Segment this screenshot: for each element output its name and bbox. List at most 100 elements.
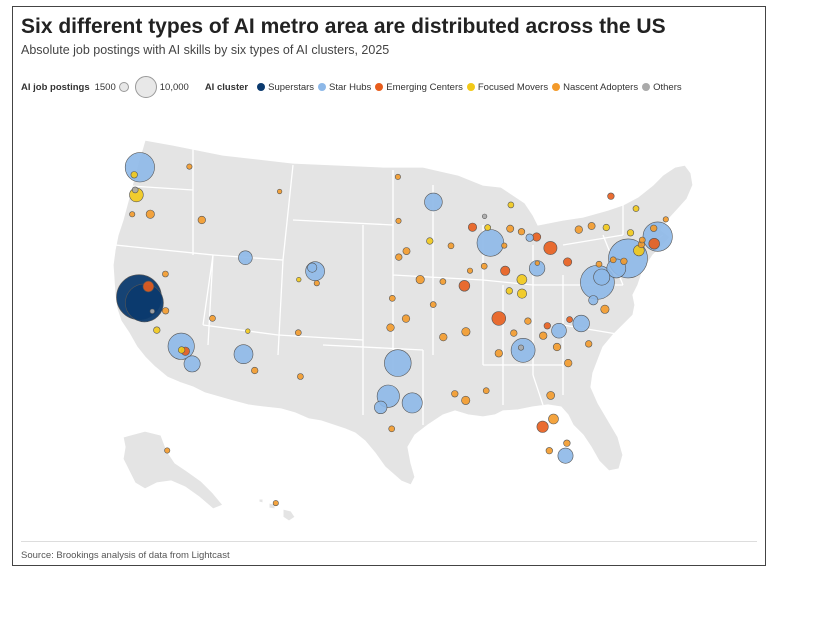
map-title: Six different types of AI metro area are… bbox=[21, 15, 666, 38]
legend-label-nascent-adopters: Nascent Adopters bbox=[563, 81, 639, 93]
metro-bubble-nascent bbox=[482, 387, 490, 395]
metro-bubble-nascent bbox=[545, 447, 553, 455]
metro-bubble-star_hubs bbox=[183, 355, 201, 373]
metro-bubble-star_hubs bbox=[238, 250, 253, 265]
metro-bubble-others bbox=[517, 344, 524, 351]
contiguous-us-shape bbox=[112, 139, 694, 486]
metro-bubble-focused bbox=[177, 346, 186, 354]
metro-bubble-nascent bbox=[277, 188, 283, 195]
metro-bubble-nascent bbox=[388, 295, 396, 302]
metro-bubble-emerging bbox=[563, 257, 573, 267]
metro-bubble-nascent bbox=[574, 225, 583, 234]
metro-bubble-nascent bbox=[402, 247, 411, 255]
metro-bubble-nascent bbox=[295, 329, 302, 336]
metro-bubble-nascent bbox=[461, 327, 471, 337]
metro-bubble-nascent bbox=[517, 228, 526, 236]
legend-swatch-focused-movers bbox=[466, 83, 475, 91]
metro-bubble-nascent bbox=[197, 215, 206, 225]
metro-bubble-nascent bbox=[209, 315, 216, 322]
metro-bubble-nascent bbox=[297, 373, 304, 380]
metro-bubble-nascent bbox=[415, 275, 425, 285]
map-card: Six different types of AI metro area are… bbox=[12, 6, 766, 566]
metro-bubble-star_hubs bbox=[593, 268, 611, 286]
metro-bubble-nascent bbox=[439, 278, 447, 285]
metro-bubble-emerging bbox=[491, 311, 506, 326]
legend-label-focused-movers: Focused Movers bbox=[477, 81, 549, 93]
cluster-legend-label: AI cluster bbox=[204, 81, 249, 93]
size-legend-large-circle bbox=[134, 76, 157, 98]
metro-bubble-focused bbox=[484, 224, 492, 231]
metro-bubble-emerging bbox=[543, 241, 558, 255]
map-legend: AI job postings 1500 10,000 AI cluster S… bbox=[21, 76, 682, 98]
metro-bubble-star_hubs bbox=[510, 338, 536, 363]
metro-bubble-nascent bbox=[494, 349, 503, 358]
legend-label-emerging-centers: Emerging Centers bbox=[386, 81, 463, 93]
metro-bubble-focused bbox=[516, 288, 527, 299]
metro-bubble-star_hubs bbox=[588, 295, 599, 306]
metro-bubble-emerging bbox=[536, 420, 549, 433]
metro-bubble-nascent bbox=[162, 270, 169, 278]
us-metro-map bbox=[112, 139, 694, 522]
legend-swatch-nascent-adopters bbox=[552, 83, 561, 91]
metro-bubble-star_hubs bbox=[167, 332, 195, 360]
size-legend-label: AI job postings bbox=[21, 81, 90, 93]
metro-bubble-nascent bbox=[662, 216, 669, 223]
metro-bubble-focused bbox=[426, 237, 434, 245]
metro-bubble-nascent bbox=[186, 163, 193, 170]
metro-bubble-nascent bbox=[272, 500, 279, 507]
metro-bubble-nascent bbox=[439, 333, 448, 342]
metro-bubble-star_hubs bbox=[401, 392, 423, 414]
size-legend-small-value: 1500 bbox=[94, 81, 116, 93]
metro-bubble-star_hubs bbox=[307, 262, 318, 273]
metro-bubble-nascent bbox=[429, 301, 437, 308]
metro-bubble-star_hubs bbox=[572, 314, 590, 333]
metro-bubble-nascent bbox=[129, 211, 136, 218]
metro-bubble-nascent bbox=[394, 173, 401, 180]
legend-swatch-star-hubs bbox=[318, 83, 327, 91]
metro-bubble-nascent bbox=[395, 217, 402, 224]
metro-bubble-nascent bbox=[638, 236, 646, 244]
metro-bubble-star_hubs bbox=[525, 233, 534, 242]
metro-bubble-emerging bbox=[648, 237, 660, 250]
metro-bubble-nascent bbox=[164, 447, 171, 454]
metro-bubble-nascent bbox=[501, 242, 508, 249]
metro-bubble-nascent bbox=[461, 395, 471, 405]
metro-bubble-emerging bbox=[566, 316, 573, 323]
metro-bubble-nascent bbox=[609, 256, 617, 264]
metro-bubble-emerging bbox=[142, 280, 155, 293]
size-legend-large-value: 10,000 bbox=[159, 81, 189, 93]
metro-bubble-nascent bbox=[563, 439, 571, 447]
metro-bubble-nascent bbox=[585, 340, 593, 348]
metro-bubble-focused bbox=[130, 171, 138, 179]
metro-bubble-nascent bbox=[620, 257, 628, 265]
metro-bubble-nascent bbox=[548, 413, 559, 425]
metro-bubble-nascent bbox=[534, 260, 540, 266]
metro-bubble-nascent bbox=[546, 391, 556, 400]
metro-bubble-nascent bbox=[650, 224, 658, 232]
metro-bubble-nascent bbox=[510, 329, 518, 337]
alaska-shape bbox=[122, 430, 224, 510]
legend-label-star-hubs: Star Hubs bbox=[329, 81, 372, 93]
metro-bubble-star_hubs bbox=[124, 152, 155, 183]
metro-bubble-nascent bbox=[388, 425, 396, 433]
metro-bubble-star_hubs bbox=[424, 192, 443, 212]
metro-bubble-nascent bbox=[539, 331, 548, 340]
source-note: Source: Brookings analysis of data from … bbox=[21, 550, 230, 561]
legend-label-superstars: Superstars bbox=[268, 81, 315, 93]
metro-bubble-emerging bbox=[500, 265, 511, 276]
metro-bubble-nascent bbox=[552, 342, 562, 352]
us-land bbox=[112, 139, 694, 522]
metro-bubble-emerging bbox=[467, 222, 477, 232]
metro-bubble-star_hubs bbox=[374, 400, 388, 415]
metro-bubble-focused bbox=[626, 229, 635, 237]
metro-bubble-nascent bbox=[401, 314, 411, 323]
metro-bubble-nascent bbox=[595, 260, 603, 268]
metro-bubble-focused bbox=[516, 274, 528, 285]
metro-bubble-others bbox=[482, 213, 488, 219]
metro-bubble-nascent bbox=[386, 323, 395, 332]
metro-bubble-nascent bbox=[447, 242, 455, 250]
metro-bubble-star_hubs bbox=[384, 349, 412, 377]
metro-bubble-nascent bbox=[395, 253, 403, 261]
metro-bubble-emerging bbox=[543, 322, 551, 330]
metro-bubble-emerging bbox=[458, 280, 471, 292]
